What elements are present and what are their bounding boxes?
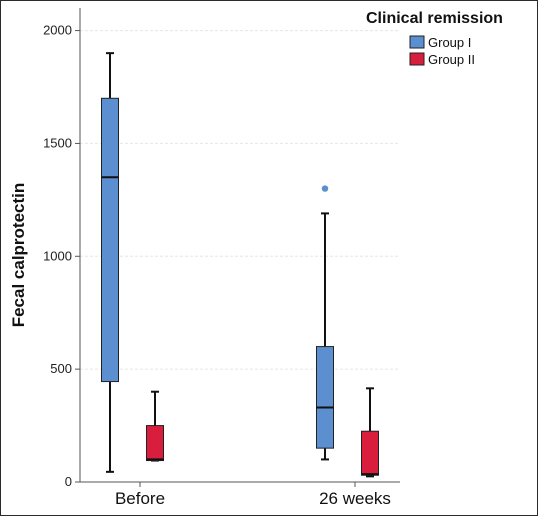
box-group-i	[101, 52, 119, 473]
y-tick-label: 1500	[43, 135, 72, 150]
legend-swatch	[409, 35, 425, 49]
legend-label: Group II	[428, 52, 475, 67]
iqr-box	[146, 425, 164, 462]
x-category-label: Before	[115, 489, 165, 508]
y-tick-label: 0	[65, 474, 72, 489]
box-group-ii	[361, 387, 379, 478]
box-series	[101, 52, 379, 478]
x-category-label: 26 weeks	[319, 489, 391, 508]
legend-label: Group I	[428, 35, 471, 50]
box-group-ii	[146, 390, 164, 462]
legend-swatch	[409, 52, 425, 66]
legend-title: Clinical remission	[366, 10, 503, 27]
y-tick-label: 2000	[43, 23, 72, 38]
outlier-point	[321, 185, 329, 192]
y-tick-label: 1000	[43, 248, 72, 263]
gridlines	[80, 30, 400, 370]
iqr-box	[361, 430, 379, 476]
iqr-box	[316, 346, 334, 449]
y-axis-label: Fecal calprotectin	[9, 183, 28, 328]
y-axis-ticks: 0 500 1000 1500 2000	[43, 23, 80, 489]
y-tick-label: 500	[50, 361, 72, 376]
iqr-box	[101, 97, 119, 383]
legend: Clinical remission Group I Group II	[366, 10, 503, 67]
box-group-i	[316, 185, 334, 461]
x-axis-categories: Before 26 weeks	[115, 482, 391, 508]
